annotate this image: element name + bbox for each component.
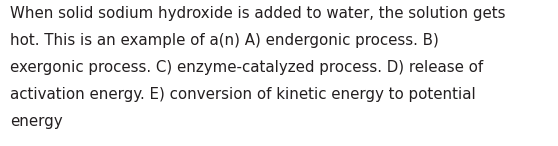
Text: activation energy. E) conversion of kinetic energy to potential: activation energy. E) conversion of kine… [10, 87, 476, 102]
Text: hot. This is an example of a(n) A) endergonic process. B): hot. This is an example of a(n) A) ender… [10, 33, 439, 48]
Text: exergonic process. C) enzyme-catalyzed process. D) release of: exergonic process. C) enzyme-catalyzed p… [10, 60, 483, 75]
Text: energy: energy [10, 114, 62, 129]
Text: When solid sodium hydroxide is added to water, the solution gets: When solid sodium hydroxide is added to … [10, 6, 506, 21]
